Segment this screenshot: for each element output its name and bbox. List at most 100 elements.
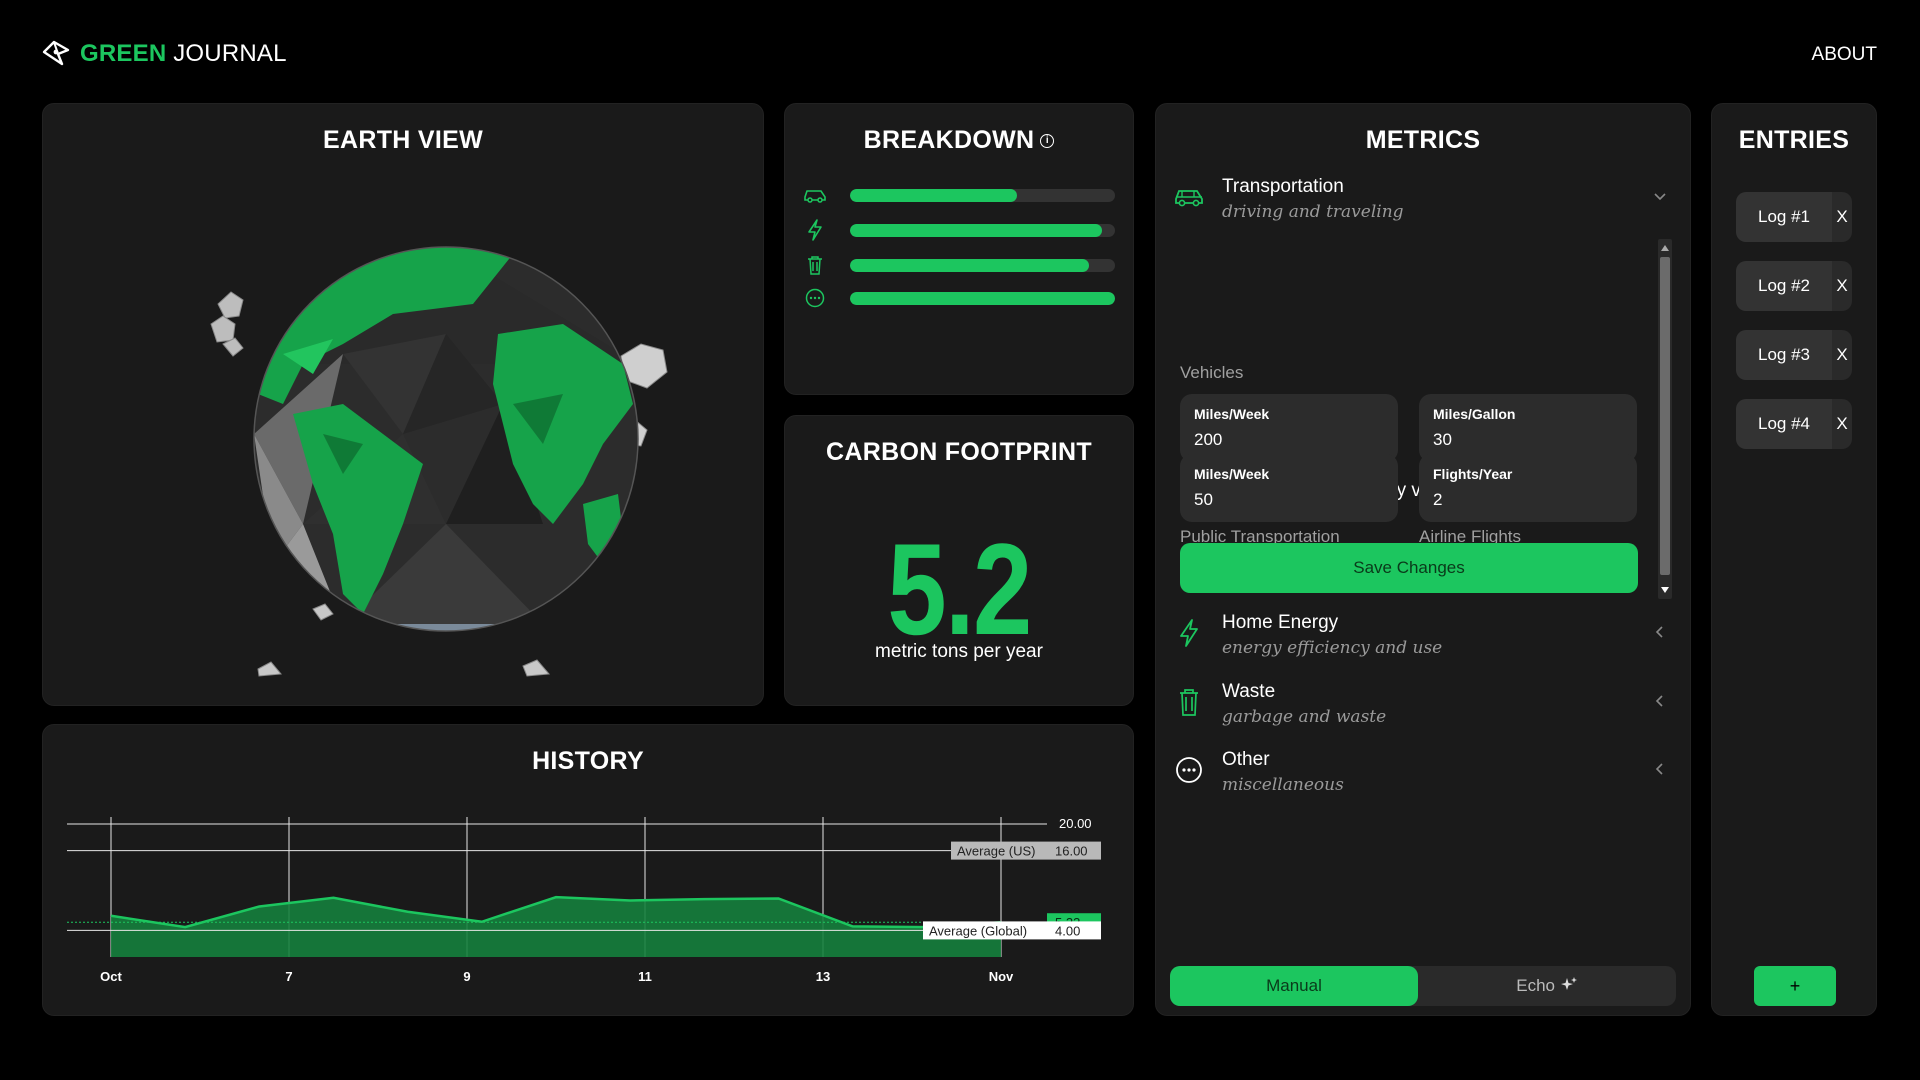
entry-remove-button[interactable]: X xyxy=(1832,192,1852,242)
earth-view-title: EARTH VIEW xyxy=(323,126,483,154)
public-transportation-label: Public Transportation xyxy=(1180,527,1340,546)
history-area xyxy=(111,897,1001,957)
average-us-label-box xyxy=(951,841,1047,860)
carbon-footprint-value: 5.2 xyxy=(887,516,1032,662)
save-changes-button[interactable]: Save Changes xyxy=(1180,543,1638,593)
category-waste[interactable]: Waste garbage and waste xyxy=(1172,681,1674,731)
echo-mode-button[interactable]: Echo xyxy=(1418,966,1676,1006)
category-subtitle: miscellaneous xyxy=(1222,775,1344,795)
lightning-icon xyxy=(1172,616,1206,650)
entry-remove-button[interactable]: X xyxy=(1832,330,1852,380)
scroll-down-icon[interactable] xyxy=(1658,583,1672,597)
breakdown-track xyxy=(850,291,1115,305)
x-tick-label: 7 xyxy=(285,969,292,984)
breakdown-row-waste xyxy=(803,254,1115,276)
chevron-left-icon[interactable] xyxy=(1652,761,1668,777)
entry-open-button[interactable]: Log #2 xyxy=(1736,261,1832,311)
entry-open-button[interactable]: Log #4 xyxy=(1736,399,1832,449)
scroll-up-icon[interactable] xyxy=(1658,241,1672,255)
miles-week-input[interactable] xyxy=(1194,430,1374,450)
category-title: Home Energy xyxy=(1222,612,1339,633)
trash-icon xyxy=(1172,685,1206,719)
category-subtitle: driving and traveling xyxy=(1222,202,1404,222)
breakdown-title: BREAKDOWN i xyxy=(785,126,1133,155)
asteroid-left xyxy=(210,291,244,357)
breakdown-fill xyxy=(850,258,1089,272)
chevron-left-icon[interactable] xyxy=(1652,624,1668,640)
entry-remove-button[interactable]: X xyxy=(1832,399,1852,449)
add-entry-button[interactable]: + xyxy=(1754,966,1836,1006)
flights-year-field[interactable]: Flights/Year xyxy=(1419,454,1637,522)
entry-item: Log #3 X xyxy=(1736,330,1852,380)
x-tick-label: 11 xyxy=(638,969,652,984)
x-tick-label: 13 xyxy=(816,969,830,984)
average-global-label-text: Average (Global) xyxy=(929,923,1027,938)
entry-remove-button[interactable]: X xyxy=(1832,261,1852,311)
breakdown-row-transportation xyxy=(803,184,1115,206)
entries-title: ENTRIES xyxy=(1738,126,1850,154)
flights-year-input[interactable] xyxy=(1433,490,1613,510)
brand-name-white: JOURNAL xyxy=(173,40,287,67)
breakdown-fill xyxy=(850,223,1102,237)
public-miles-input[interactable] xyxy=(1194,490,1374,510)
metrics-title: METRICS xyxy=(1365,126,1481,154)
more-icon xyxy=(1172,753,1206,787)
breakdown-title-text: BREAKDOWN xyxy=(863,126,1035,154)
category-subtitle: garbage and waste xyxy=(1222,707,1387,727)
x-tick-label: Oct xyxy=(100,969,122,984)
brand-logo[interactable]: GREEN JOURNAL xyxy=(40,38,287,70)
breakdown-row-other xyxy=(803,287,1115,309)
car-icon xyxy=(1172,180,1206,214)
entry-open-button[interactable]: Log #1 xyxy=(1736,192,1832,242)
lightning-icon xyxy=(803,219,827,241)
car-icon xyxy=(803,184,827,206)
x-tick-label: 9 xyxy=(463,969,470,984)
field-label: Miles/Week xyxy=(1194,466,1270,482)
field-label: Flights/Year xyxy=(1433,466,1513,482)
average-global-value-text: 4.00 xyxy=(1055,923,1080,938)
miles-gallon-input[interactable] xyxy=(1433,430,1613,450)
chevron-down-icon[interactable] xyxy=(1652,188,1668,204)
category-home-energy[interactable]: Home Energy energy efficiency and use xyxy=(1172,612,1674,662)
more-icon xyxy=(803,287,827,309)
about-link[interactable]: ABOUT xyxy=(1811,44,1877,65)
info-icon[interactable]: i xyxy=(1040,134,1055,149)
y-tick-label: 20.00 xyxy=(1059,816,1092,831)
trash-icon xyxy=(803,254,827,276)
category-title: Waste xyxy=(1222,681,1276,702)
public-miles-field[interactable]: Miles/Week xyxy=(1180,454,1398,522)
category-transportation[interactable]: Transportation driving and traveling xyxy=(1172,176,1674,226)
entry-item: Log #2 X xyxy=(1736,261,1852,311)
breakdown-track xyxy=(850,188,1115,202)
category-title: Other xyxy=(1222,749,1270,770)
history-line xyxy=(110,895,1002,929)
miles-gallon-field[interactable]: Miles/Gallon xyxy=(1419,394,1637,462)
field-label: Miles/Week xyxy=(1194,406,1270,422)
earth-globe[interactable] xyxy=(43,104,765,707)
vehicles-label: Vehicles xyxy=(1180,363,1244,382)
earth-view-panel: EARTH VIEW xyxy=(42,103,764,706)
input-mode-toggle: Manual Echo xyxy=(1170,966,1676,1006)
entry-item: Log #1 X xyxy=(1736,192,1852,242)
entry-open-button[interactable]: Log #3 xyxy=(1736,330,1832,380)
metrics-panel: METRICS Transportation driving and trave… xyxy=(1155,103,1691,1016)
average-global-value-box xyxy=(1047,921,1101,940)
miles-week-field[interactable]: Miles/Week xyxy=(1180,394,1398,462)
x-tick-label: Nov xyxy=(989,969,1014,984)
category-title: Transportation xyxy=(1222,176,1344,197)
category-other[interactable]: Other miscellaneous xyxy=(1172,749,1674,799)
breakdown-panel: BREAKDOWN i xyxy=(784,103,1134,395)
leaf-quill-icon xyxy=(42,40,70,66)
manual-mode-button[interactable]: Manual xyxy=(1170,966,1418,1006)
brand-name-green: GREEN xyxy=(80,40,167,67)
form-scrollbar[interactable] xyxy=(1658,239,1672,599)
echo-mode-label: Echo xyxy=(1516,976,1555,995)
scroll-thumb[interactable] xyxy=(1660,257,1670,575)
carbon-footprint-panel: CARBON FOOTPRINT 5.2 metric tons per yea… xyxy=(784,415,1134,706)
chevron-left-icon[interactable] xyxy=(1652,693,1668,709)
carbon-footprint-unit: metric tons per year xyxy=(875,641,1043,662)
breakdown-fill xyxy=(850,188,1017,202)
